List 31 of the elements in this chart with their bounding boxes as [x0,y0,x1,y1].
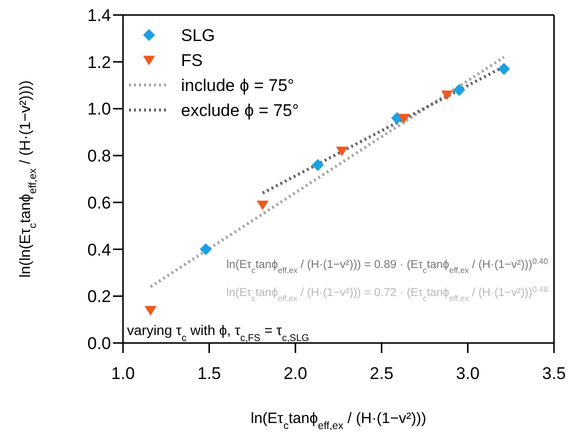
y-tick-label: 0.8 [87,146,111,166]
x-axis-title: ln(Eτ$_{c}$tanϕ$_{eff,ex}$ / (H·(1−v²))) [250,410,426,432]
point [200,243,212,256]
legend-label: exclude ϕ = 75° [181,101,299,120]
text: ln(Eτ$_{c}$tanϕ$_{eff,ex}$ / (H·(1−v²))) = 0.72 · (Eτ$_{c}$tanϕ$_{eff,ex}$ / (H·(1−v²)))$^{0.48}$ [226,284,548,302]
point [453,84,466,96]
text: ln(Eτ$_{c}$tanϕ$_{eff,ex}$ / (H·(1−v²))) = 0.89 · (Eτ$_{c}$tanϕ$_{eff,ex}$ / (H·(1−v²)))$^{0.40}$ [226,256,548,274]
point [336,146,348,156]
x-tick-label: 1.5 [197,364,222,384]
point [441,90,454,100]
point [312,158,324,171]
point [256,200,269,210]
point [498,62,510,75]
point [398,114,410,124]
legend-label: FS [181,51,203,70]
legend-label: SLG [181,26,216,45]
y-tick-label: 1.2 [87,52,111,72]
y-tick-label: 0.6 [87,193,111,212]
legend-label: include ϕ = 75° [181,76,294,95]
y-tick-label: 1.4 [87,6,111,26]
x-tick-label: 3.5 [542,364,566,384]
y-tick-label: 1.0 [87,100,111,119]
point [144,306,157,316]
y-tick-label: 0.0 [87,334,111,354]
y-tick-label: 0.4 [87,240,111,260]
x-tick-label: 3.0 [456,364,480,384]
x-tick-label: 2.5 [370,364,394,384]
y-tick-label: 0.2 [87,287,111,306]
annotation: varying τ$_{c}$ with ϕ, τ$_{c,FS}$ = τ$_{c,SLG}$ [127,322,310,344]
x-tick-label: 2.0 [284,364,308,384]
x-tick-label: 1.0 [111,364,135,384]
